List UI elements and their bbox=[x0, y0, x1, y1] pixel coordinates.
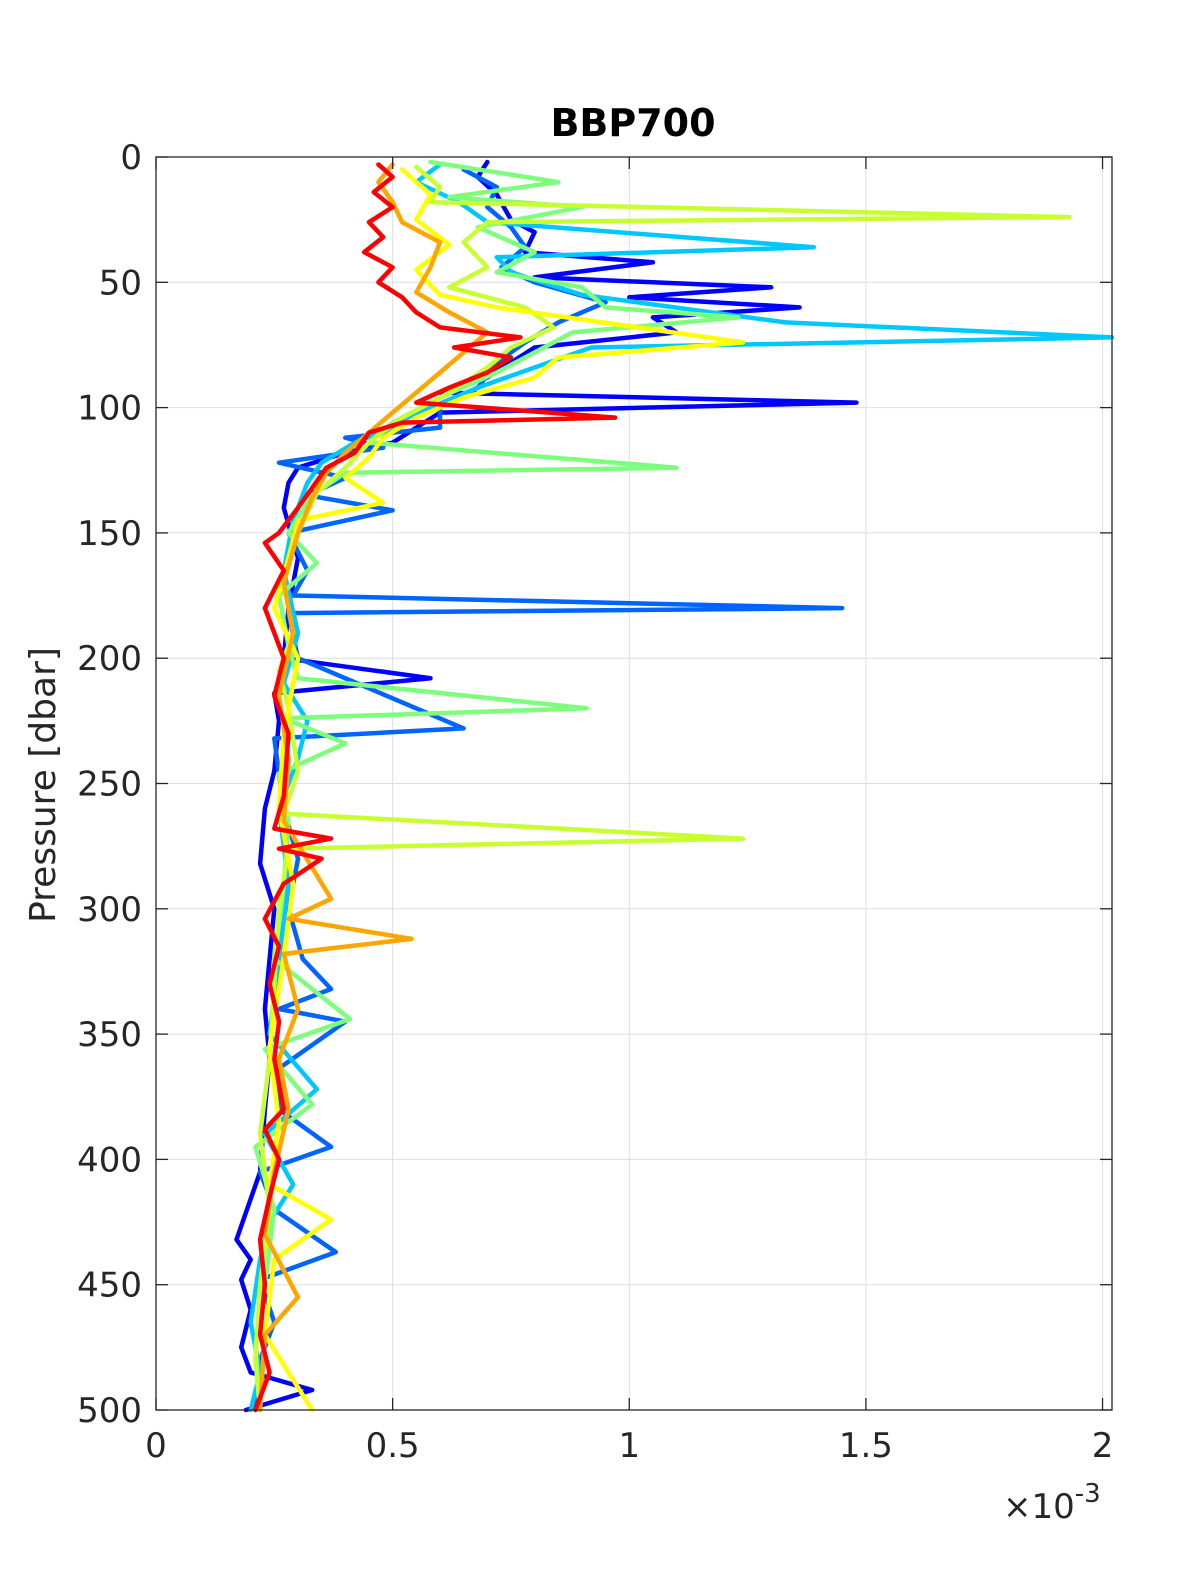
series-layer bbox=[234, 159, 1115, 1413]
tick-labels: 0 0.5 1 1.5 2 0 50 100 150 200 250 300 350 400 450 500 bbox=[77, 138, 1113, 1466]
grid-lines bbox=[155, 156, 1112, 1411]
y-tick-label: 250 bbox=[77, 765, 142, 805]
x-tick-label: 0 bbox=[145, 1426, 167, 1466]
y-tick-label: 100 bbox=[77, 389, 142, 429]
x-tick-label: 0.5 bbox=[366, 1426, 420, 1466]
profile-line-4 bbox=[253, 159, 741, 1413]
x-axis-multiplier: ×10-3 bbox=[1003, 1479, 1101, 1527]
y-tick-label: 0 bbox=[120, 138, 142, 178]
x-tick-label: 1 bbox=[618, 1426, 640, 1466]
profile-line-2 bbox=[253, 167, 845, 1413]
x-tick-label: 2 bbox=[1092, 1426, 1114, 1466]
chart-title: BBP700 bbox=[550, 101, 715, 145]
y-tick-label: 150 bbox=[77, 514, 142, 554]
multiplier-exponent: -3 bbox=[1075, 1479, 1101, 1509]
y-tick-label: 300 bbox=[77, 890, 142, 930]
y-tick-label: 500 bbox=[77, 1391, 142, 1431]
y-tick-label: 350 bbox=[77, 1015, 142, 1055]
x-tick-label: 1.5 bbox=[839, 1426, 893, 1466]
y-axis-label: Pressure [dbar] bbox=[23, 647, 64, 923]
multiplier-base: 10 bbox=[1032, 1487, 1075, 1527]
y-tick-label: 50 bbox=[99, 263, 142, 303]
profile-line-6 bbox=[262, 167, 746, 1413]
profile-line-8 bbox=[253, 162, 618, 1413]
y-tick-label: 450 bbox=[77, 1266, 142, 1306]
tick-marks bbox=[155, 156, 1112, 1411]
multiplier-times: × bbox=[1003, 1487, 1032, 1527]
profile-line-1 bbox=[234, 159, 859, 1413]
profile-line-7 bbox=[257, 162, 490, 1413]
y-tick-label: 400 bbox=[77, 1140, 142, 1180]
y-tick-label: 200 bbox=[77, 639, 142, 679]
